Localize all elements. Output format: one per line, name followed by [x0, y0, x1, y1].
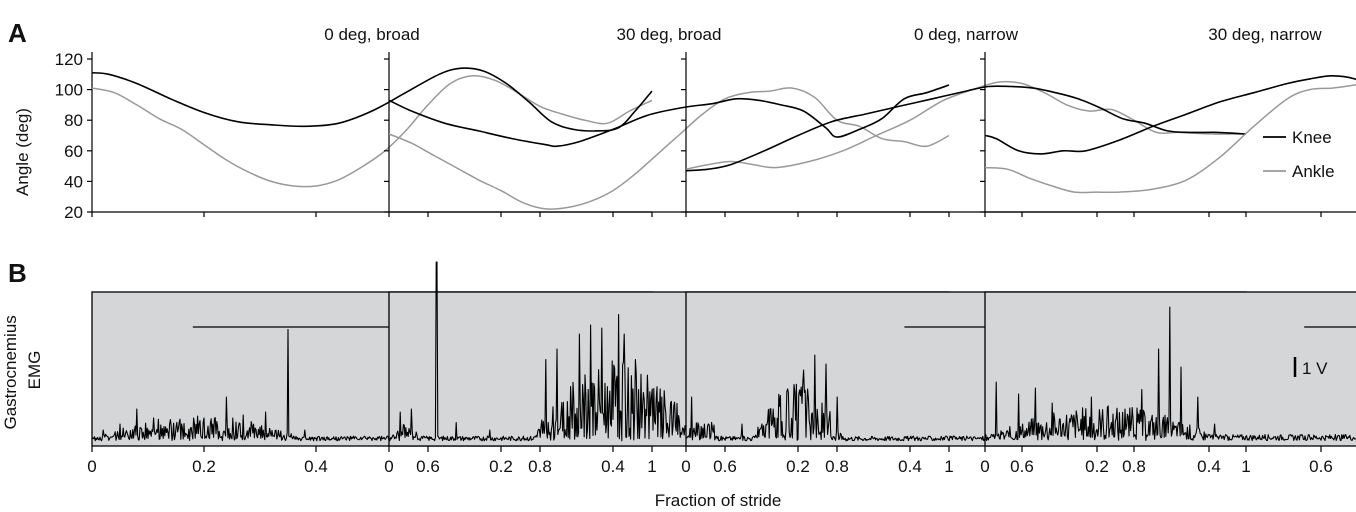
ankle-angle-line	[685, 80, 1247, 170]
y-tick-label: 40	[64, 172, 83, 191]
subplot-title: 0 deg, narrow	[914, 25, 1019, 44]
x-tick-label: 0.2	[192, 457, 216, 476]
legend-label-ankle: Ankle	[1292, 162, 1335, 181]
x-tick-label: 0.6	[713, 457, 737, 476]
angle-subplot-1: 0 deg, broad 20 40 60 80 100 120	[55, 25, 653, 222]
emg-frame	[984, 291, 1356, 447]
y-tick-label: 120	[55, 50, 83, 69]
emg-axis-label-line1: Gastrocnemius	[1, 315, 20, 429]
ankle-angle-line	[91, 74, 653, 188]
subplot-title: 30 deg, narrow	[1208, 25, 1322, 44]
legend-label-knee: Knee	[1292, 128, 1332, 147]
x-tick-label: 0	[980, 457, 989, 476]
x-tick-label: 1	[944, 457, 953, 476]
x-tick-label: 0.6	[1309, 457, 1333, 476]
x-tick-label: 1	[647, 457, 656, 476]
emg-axis-label: Gastrocnemius EMG	[1, 310, 44, 429]
panel-b-letter: B	[8, 258, 27, 288]
y-tick-label: 80	[64, 111, 83, 130]
emg-axis-label-line2: EMG	[25, 351, 44, 390]
x-axis-label: Fraction of stride	[655, 491, 782, 510]
x-tick-label: 0	[681, 457, 690, 476]
ankle-angle-line	[388, 87, 950, 210]
x-tick-label: 0.8	[528, 457, 552, 476]
angle-subplot-2: 30 deg, broad	[384, 25, 950, 217]
panel-a-letter: A	[8, 18, 27, 48]
emg-subplot-3: 0.1 s00.20.40.60.81	[681, 291, 1251, 476]
y-tick-label: 100	[55, 81, 83, 100]
y-tick-label: 60	[64, 142, 83, 161]
angle-axis-label: Angle (deg)	[13, 108, 32, 196]
amplitude-scalebar-label: 1 V	[1302, 359, 1328, 378]
knee-angle-line	[91, 67, 653, 132]
subplot-title: 0 deg, broad	[324, 25, 419, 44]
x-tick-label: 0.2	[786, 457, 810, 476]
x-tick-label: 0	[87, 457, 96, 476]
emg-subplot-4: 0.1 s00.20.40.60.81	[980, 291, 1356, 476]
knee-angle-line	[984, 74, 1356, 155]
x-tick-label: 0.8	[1122, 457, 1146, 476]
x-tick-label: 0.2	[489, 457, 513, 476]
stance-phase-shading	[686, 292, 1017, 446]
x-tick-label: 0.4	[304, 457, 328, 476]
knee-angle-line	[685, 85, 1247, 172]
x-tick-label: 0.4	[898, 457, 922, 476]
amplitude-scalebar: 1 V	[1293, 357, 1328, 378]
legend: Knee Ankle	[1263, 128, 1335, 181]
x-tick-label: 0.4	[1197, 457, 1221, 476]
x-tick-label: 1	[1241, 457, 1250, 476]
x-tick-label: 0.4	[601, 457, 625, 476]
x-tick-label: 0.8	[825, 457, 849, 476]
x-tick-label: 0	[384, 457, 393, 476]
ankle-angle-line	[984, 83, 1356, 194]
x-tick-label: 0.2	[1085, 457, 1109, 476]
knee-angle-line	[388, 84, 950, 148]
subplot-title: 30 deg, broad	[617, 25, 722, 44]
angle-subplot-4: 30 deg, narrow	[980, 25, 1356, 217]
y-tick-label: 20	[64, 203, 83, 222]
x-tick-label: 0.6	[416, 457, 440, 476]
panel-b-emg: 0.1 s00.20.40.60.810.1 s00.20.40.60.810.…	[87, 261, 1356, 476]
emg-trace	[984, 306, 1356, 442]
x-tick-label: 0.6	[1010, 457, 1034, 476]
